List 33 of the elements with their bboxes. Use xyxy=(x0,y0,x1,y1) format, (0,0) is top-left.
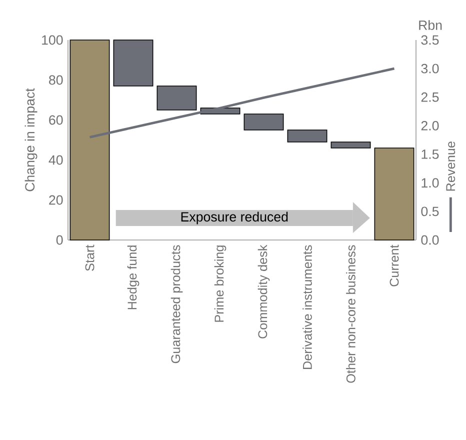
y-axis-title: Change in impact xyxy=(24,88,38,192)
y2-tick-label: 0.0 xyxy=(421,235,439,245)
y-tick-label: 20 xyxy=(49,195,63,205)
bar xyxy=(70,40,110,240)
x-tick-label: Other non-core business xyxy=(346,245,356,383)
y-tick-label: 40 xyxy=(48,155,63,165)
x-tick-label: Prime broking xyxy=(214,246,226,322)
bar xyxy=(244,114,284,130)
y2-tick-label: 1.5 xyxy=(422,150,439,159)
text: Revenue xyxy=(446,142,456,191)
x-tick-label: Start xyxy=(85,244,94,271)
y-tick-label: 80 xyxy=(49,75,63,85)
y2-tick-label: 1.0 xyxy=(422,178,439,188)
y2-tick-label: 2.5 xyxy=(421,92,439,102)
x-tick-label: Derivative instruments xyxy=(302,245,312,369)
y-tick-label: 0 xyxy=(56,235,63,245)
bar xyxy=(113,40,154,86)
x-tick-label: Commodity desk xyxy=(258,244,270,338)
y2-axis-title: Rbn xyxy=(419,20,442,30)
bar xyxy=(330,142,371,148)
x-tick-label: Current xyxy=(390,244,399,286)
y-tick-label: 100 xyxy=(42,35,63,45)
x-tick-label: Hedge fund xyxy=(127,246,140,310)
bar xyxy=(156,86,197,110)
bar xyxy=(374,148,414,240)
y2-tick-label: 3.5 xyxy=(421,35,439,45)
annotation: Exposure reduced xyxy=(181,212,288,224)
x-tick-label: Guaranteed products xyxy=(170,245,183,364)
bar xyxy=(287,130,328,142)
y2-tick-label: 2.0 xyxy=(421,121,439,130)
y2-tick-label: 3.0 xyxy=(421,64,439,74)
y-tick-label: 60 xyxy=(49,115,63,125)
y2-tick-label: 0.5 xyxy=(421,206,439,216)
